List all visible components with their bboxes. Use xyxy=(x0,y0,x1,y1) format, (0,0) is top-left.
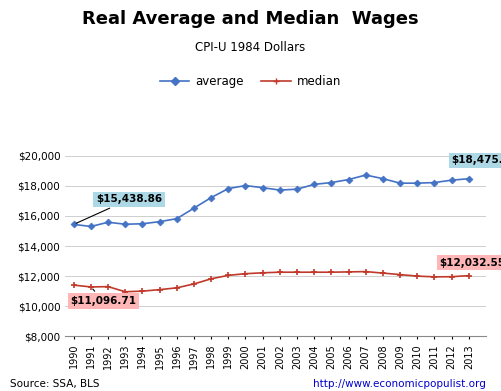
Text: $12,032.55: $12,032.55 xyxy=(439,258,501,267)
Text: $15,438.86: $15,438.86 xyxy=(76,194,162,223)
Legend: average, median: average, median xyxy=(155,70,346,93)
Text: Real Average and Median  Wages: Real Average and Median Wages xyxy=(82,10,419,28)
Text: $11,096.71: $11,096.71 xyxy=(70,289,136,306)
Text: Source: SSA, BLS: Source: SSA, BLS xyxy=(10,379,100,389)
Text: CPI-U 1984 Dollars: CPI-U 1984 Dollars xyxy=(195,41,306,54)
Text: http://www.economicpopulist.org: http://www.economicpopulist.org xyxy=(313,379,486,389)
Text: $18,475.87: $18,475.87 xyxy=(451,155,501,165)
